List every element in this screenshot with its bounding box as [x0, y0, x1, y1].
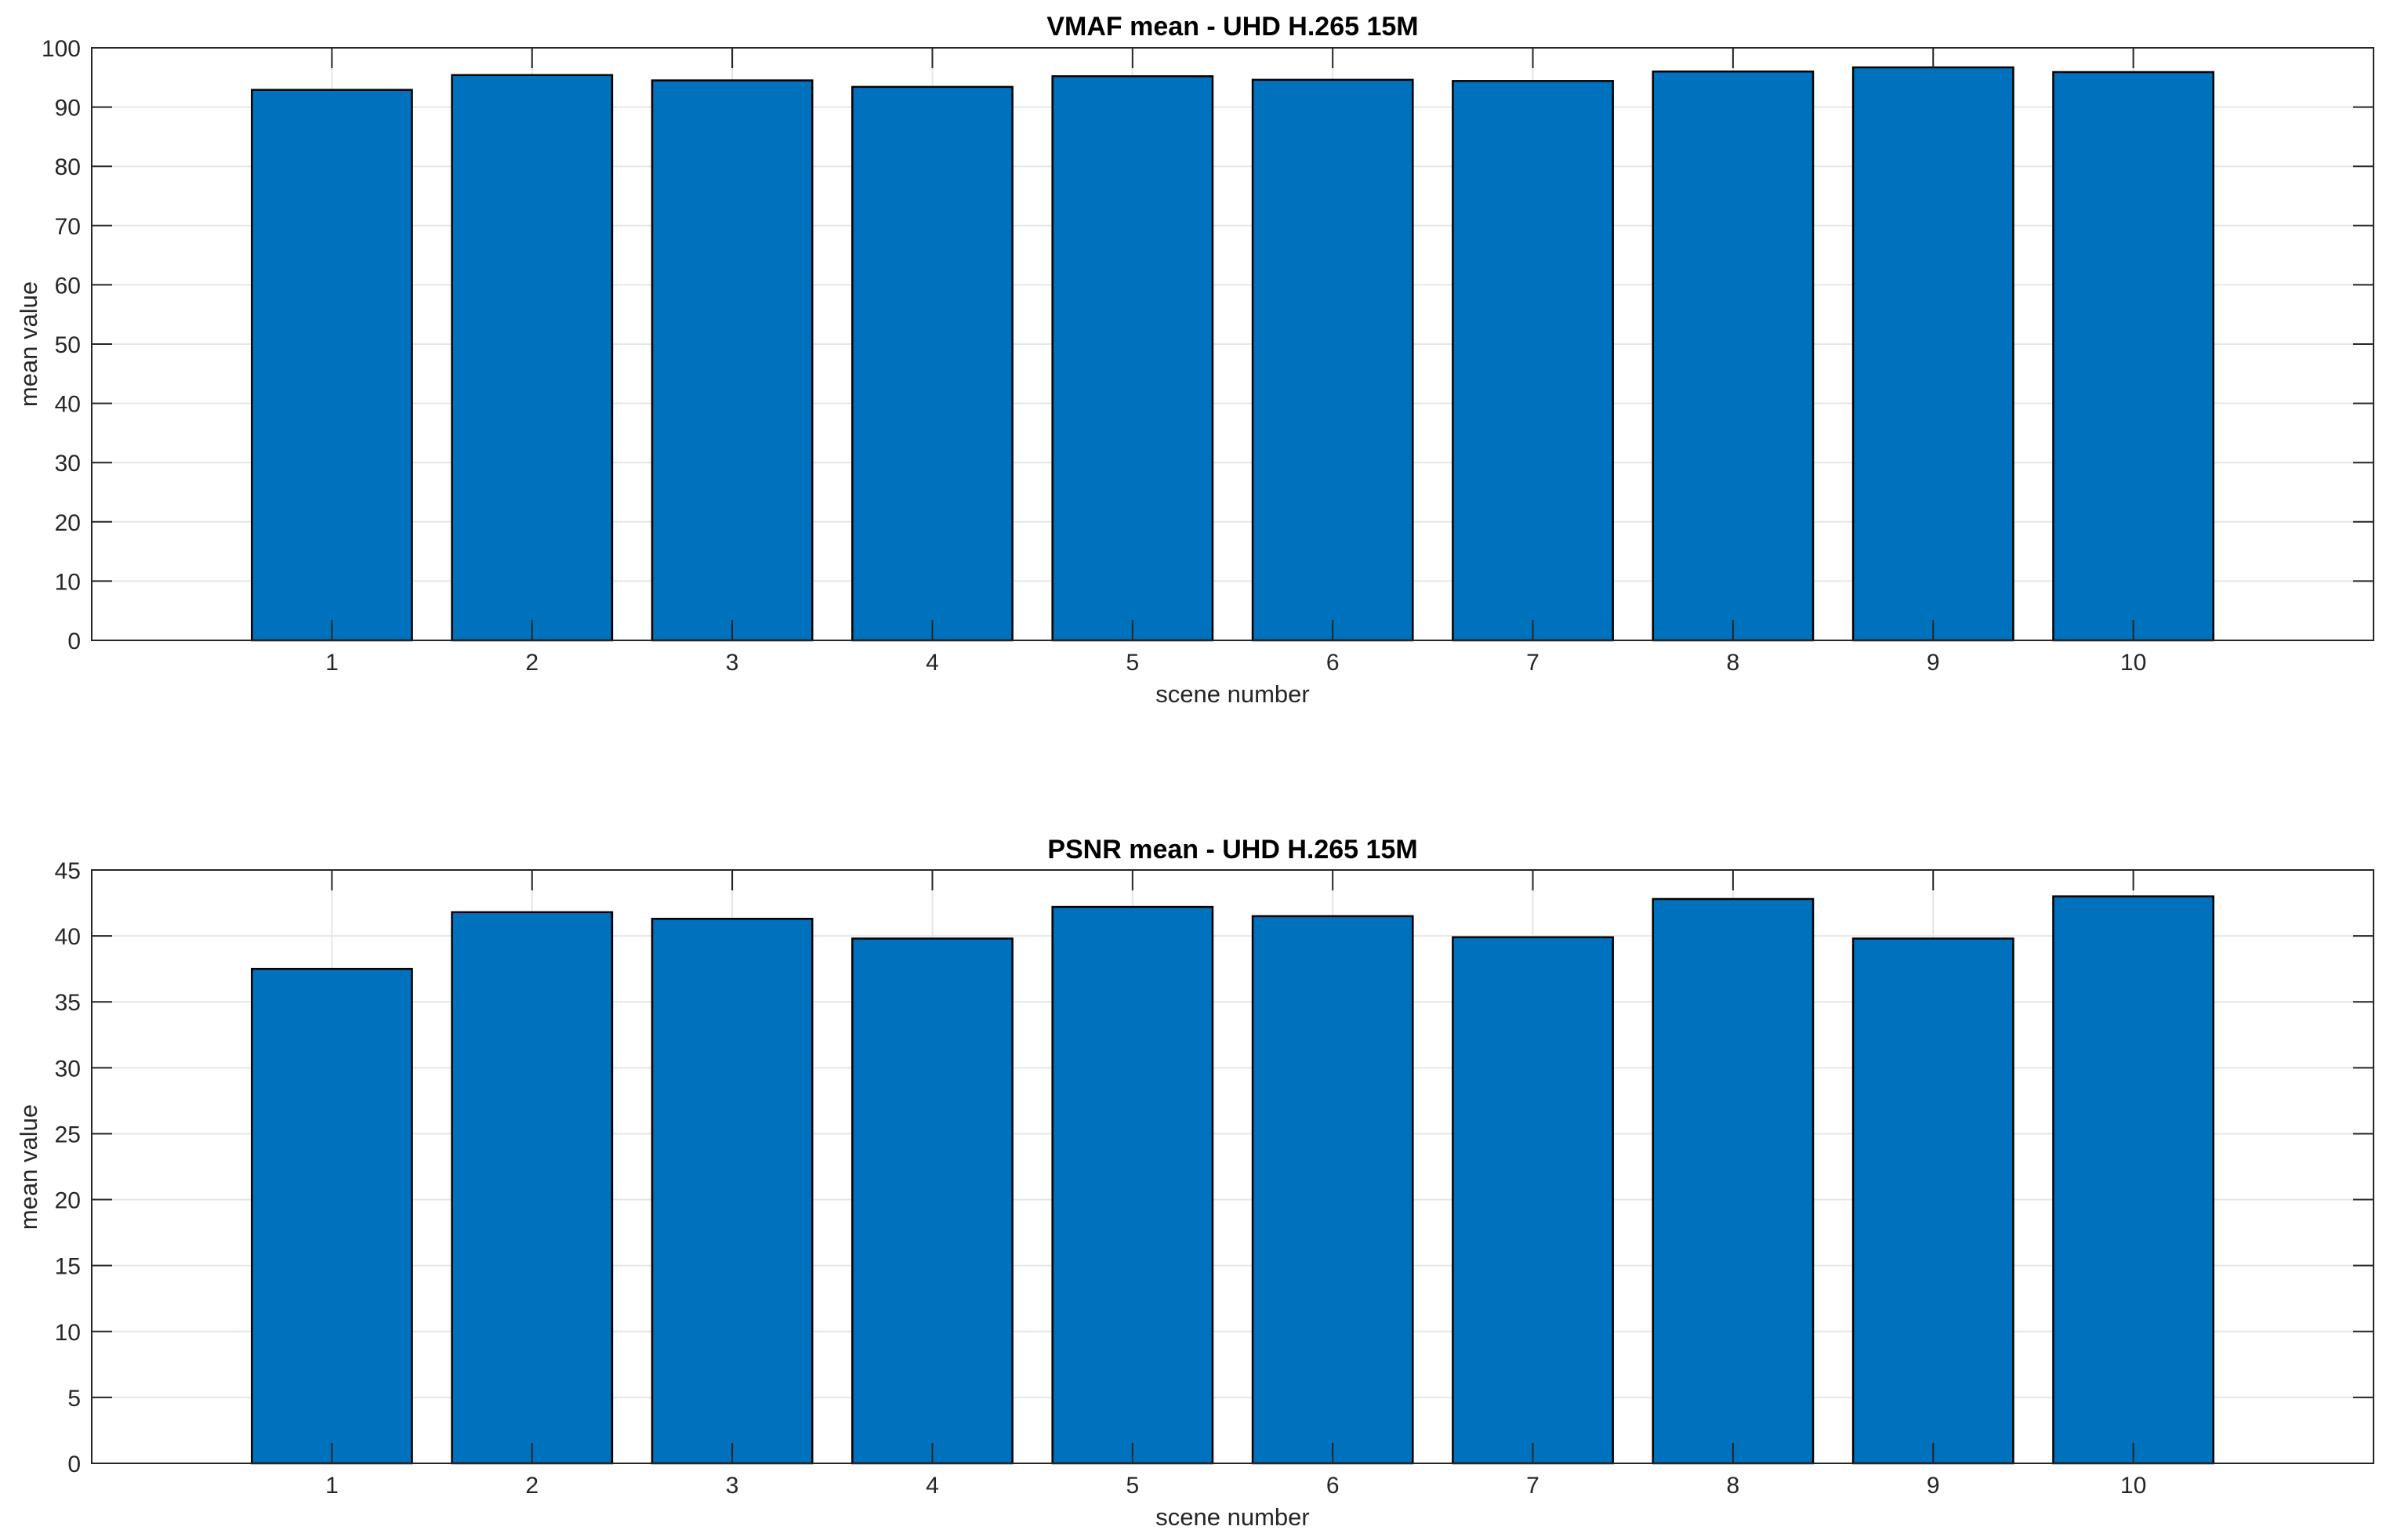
y-tick-label-45: 45: [55, 858, 81, 884]
bar-scene-9: [1851, 66, 2015, 642]
bar-scene-3: [651, 917, 814, 1465]
y-tick-label-5: 5: [67, 1386, 81, 1412]
y-tick-label-90: 90: [55, 96, 81, 121]
x-tick-label-2: 2: [525, 650, 539, 676]
bar-scene-1: [251, 89, 413, 642]
bar-scene-5: [1051, 75, 1214, 642]
x-tick-label-10: 10: [2120, 650, 2146, 676]
x-tick-label-6: 6: [1326, 650, 1340, 676]
x-tick-label-1: 1: [325, 1473, 339, 1499]
bar-scene-2: [451, 74, 614, 642]
bar-scene-5: [1051, 905, 1214, 1465]
x-tick-label-9: 9: [1927, 1473, 1940, 1499]
bar-scene-7: [1452, 80, 1614, 642]
x-tick-label-4: 4: [926, 650, 939, 676]
x-tick-label-1: 1: [325, 650, 339, 676]
y-tick-label-40: 40: [55, 392, 81, 418]
y-tick-label-30: 30: [55, 1056, 81, 1082]
x-tick-label-4: 4: [926, 1473, 939, 1499]
y-tick-label-20: 20: [55, 1188, 81, 1214]
psnr-chart-title: PSNR mean - UHD H.265 15M: [1047, 835, 1418, 865]
bar-scene-4: [851, 85, 1014, 642]
y-tick-label-0: 0: [67, 1452, 81, 1477]
x-tick-label-2: 2: [525, 1473, 539, 1499]
y-tick-label-10: 10: [55, 1320, 81, 1346]
bar-scene-6: [1251, 915, 1414, 1465]
y-tick-label-100: 100: [42, 36, 81, 62]
y-tick-label-25: 25: [55, 1122, 81, 1147]
x-tick-label-7: 7: [1526, 650, 1539, 676]
y-tick-label-60: 60: [55, 273, 81, 299]
y-tick-label-35: 35: [55, 990, 81, 1016]
x-tick-label-3: 3: [726, 1473, 739, 1499]
bar-scene-6: [1251, 78, 1414, 642]
y-tick-label-30: 30: [55, 451, 81, 477]
bar-scene-10: [2052, 71, 2214, 642]
x-tick-label-8: 8: [1727, 1473, 1740, 1499]
bar-scene-10: [2052, 895, 2214, 1465]
y-tick-label-50: 50: [55, 332, 81, 358]
x-tick-label-5: 5: [1126, 1473, 1139, 1499]
bar-scene-7: [1452, 936, 1614, 1465]
x-tick-label-9: 9: [1927, 650, 1940, 676]
x-tick-label-6: 6: [1326, 1473, 1340, 1499]
psnr-x-axis-label: scene number: [1155, 1503, 1310, 1531]
bar-scene-8: [1652, 897, 1815, 1465]
y-tick-label-80: 80: [55, 154, 81, 180]
x-tick-label-5: 5: [1126, 650, 1139, 676]
vmaf-x-axis-label: scene number: [1155, 680, 1310, 708]
bar-scene-9: [1851, 937, 2015, 1465]
x-tick-label-7: 7: [1526, 1473, 1539, 1499]
y-tick-label-0: 0: [67, 629, 81, 654]
y-tick-label-15: 15: [55, 1254, 81, 1280]
bar-scene-8: [1652, 70, 1815, 642]
x-tick-label-10: 10: [2120, 1473, 2146, 1499]
bar-scene-1: [251, 967, 413, 1465]
y-tick-label-40: 40: [55, 924, 81, 950]
x-tick-label-8: 8: [1727, 650, 1740, 676]
axis-box: [91, 869, 2374, 1464]
vmaf-chart-title: VMAF mean - UHD H.265 15M: [1046, 12, 1419, 42]
bar-scene-4: [851, 937, 1014, 1465]
y-tick-label-70: 70: [55, 214, 81, 240]
bar-scene-2: [451, 911, 614, 1465]
y-tick-label-10: 10: [55, 569, 81, 595]
x-tick-label-3: 3: [726, 650, 739, 676]
y-tick-label-20: 20: [55, 510, 81, 536]
